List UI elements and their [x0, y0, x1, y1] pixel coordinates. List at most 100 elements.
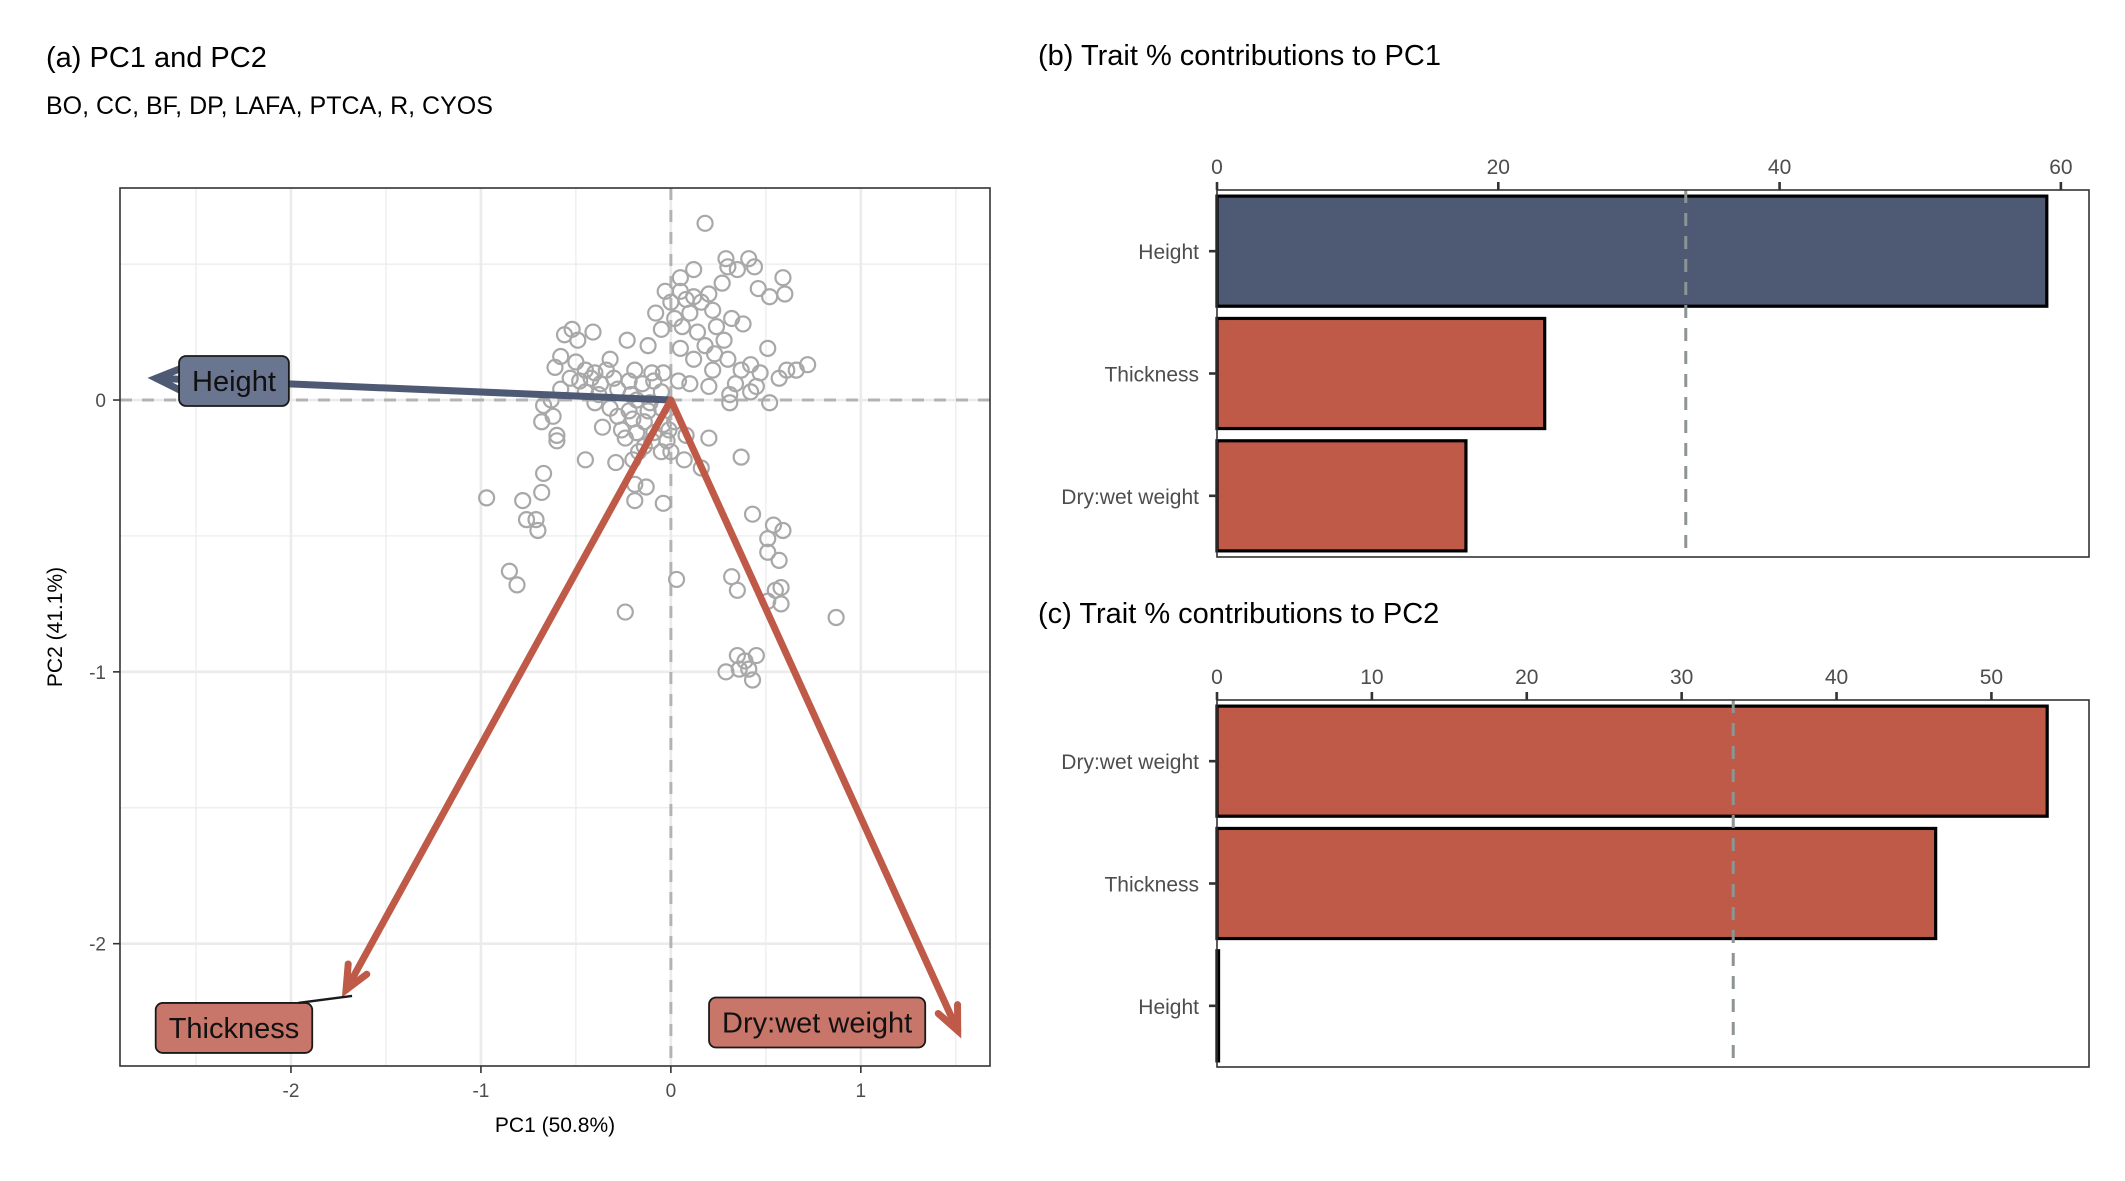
scatter-point [717, 663, 735, 681]
scatter-point [681, 304, 699, 322]
loading-arrows [147, 365, 962, 1039]
panel-c-title: (c) Trait % contributions to PC2 [1038, 598, 1439, 630]
scatter-point [685, 260, 703, 279]
x-tick-label: 10 [1360, 666, 1383, 689]
loading-arrow-head [147, 365, 184, 394]
scatter-point [652, 320, 670, 338]
scatter-x-axis-label: PC1 (50.8%) [495, 1114, 615, 1137]
loading-label-box [154, 1002, 314, 1054]
x-tick-label: 0 [1211, 156, 1223, 179]
scatter-point [704, 301, 722, 319]
scatter-point [745, 258, 764, 276]
bar-height [1215, 194, 2049, 308]
panel-b: (b) Trait % contributions to PC1 Height T… [1038, 40, 2090, 558]
loading-labels: Height Thickness Dry:wet weight [154, 355, 927, 1054]
scatter-point [717, 250, 735, 268]
scatter-point [675, 451, 693, 469]
scatter-point [827, 608, 845, 627]
scatter-point [652, 443, 670, 461]
scatter-point [743, 505, 762, 523]
scatter-point [759, 339, 777, 357]
scatter-point [607, 453, 625, 472]
scatter-point [749, 279, 767, 298]
scatter-point [770, 369, 788, 387]
scatter-point [529, 521, 547, 540]
scatter-panel-border [119, 187, 991, 1067]
scatter-point [759, 530, 777, 548]
scatter-point [732, 448, 750, 466]
loading-arrow-head [341, 960, 371, 998]
scatter-point [517, 511, 536, 529]
scatter-point [770, 551, 788, 570]
scatter-point [787, 361, 805, 379]
scatter-point [639, 337, 657, 355]
scatter-point [561, 369, 579, 387]
scatter-point [633, 375, 651, 393]
bar-dry-wet-weight [1215, 704, 2049, 818]
panel-a-title: (a) PC1 and PC2 [46, 42, 267, 74]
category-label: Height [1138, 996, 1199, 1019]
loading-label-dry-wet-weight: Dry:wet weight [708, 996, 927, 1049]
loading-label-box [178, 355, 290, 407]
bar-panel-border [1216, 699, 2090, 1068]
scatter-point [637, 478, 655, 496]
scatter-point [647, 304, 665, 322]
x-tick-label: 20 [1515, 666, 1538, 689]
scatter-point [620, 372, 638, 390]
bar-thickness [1215, 316, 1547, 431]
loading-arrow-head [934, 1001, 962, 1039]
scatter-point [761, 394, 779, 412]
scatter-point [774, 521, 792, 540]
scatter-point [671, 339, 689, 357]
x-tick-label: -2 [283, 1081, 300, 1102]
scatter-point [772, 578, 790, 597]
pc1-contribution-chart: Height Thickness Dry:wet weight 0 20 40 60 [1061, 156, 2090, 558]
scatter-point [774, 269, 792, 287]
scatter-point [576, 451, 594, 469]
label-leader-line [298, 994, 353, 1005]
scatter-point [618, 331, 636, 349]
bar-panel-border [1216, 189, 2090, 558]
category-label: Thickness [1104, 364, 1199, 387]
scatter-point [715, 331, 733, 349]
bar-thickness [1215, 826, 1938, 941]
loading-label-thickness: Thickness [154, 1002, 314, 1054]
category-label: Height [1138, 241, 1199, 264]
scatter-point [673, 318, 691, 336]
scatter-point [514, 492, 532, 510]
scatter-point [533, 483, 551, 502]
loading-label-height: Height [178, 355, 290, 407]
scatter-point [639, 402, 657, 420]
x-tick-label: 50 [1980, 666, 2003, 689]
scatter-x-ticks: -2 -1 0 1 [283, 1066, 867, 1102]
loading-label-text: Height [192, 366, 276, 398]
scatter-point [742, 383, 760, 401]
scatter-plot-area [120, 188, 990, 1066]
x-tick-label: 1 [856, 1081, 867, 1102]
scatter-point [626, 492, 644, 510]
scatter-point [478, 489, 496, 507]
panel-b-title: (b) Trait % contributions to PC1 [1038, 40, 1441, 72]
x-tick-label: 20 [1487, 156, 1510, 179]
scatter-point [662, 443, 680, 461]
category-label: Dry:wet weight [1061, 751, 1199, 774]
x-tick-label: 30 [1670, 666, 1693, 689]
loading-label-text: Dry:wet weight [722, 1008, 912, 1040]
y-tick-label: 0 [95, 391, 106, 412]
scatter-point [643, 364, 661, 382]
category-label: Thickness [1104, 874, 1199, 897]
x-tick-label: 0 [1211, 666, 1223, 689]
scatter-y-axis-label: PC2 (41.1%) [44, 567, 67, 687]
scatter-point [508, 576, 526, 594]
loading-label-text: Thickness [169, 1013, 300, 1045]
scatter-point [772, 595, 790, 613]
scatter-point [667, 570, 686, 589]
scatter-y-ticks: -2 -1 0 [89, 391, 120, 956]
scatter-point [719, 350, 737, 368]
scatter-point [700, 377, 718, 396]
x-tick-label: 40 [1768, 156, 1791, 179]
scatter-reference-lines [120, 188, 990, 1066]
scatter-point [747, 646, 765, 665]
scatter-point [593, 418, 612, 436]
